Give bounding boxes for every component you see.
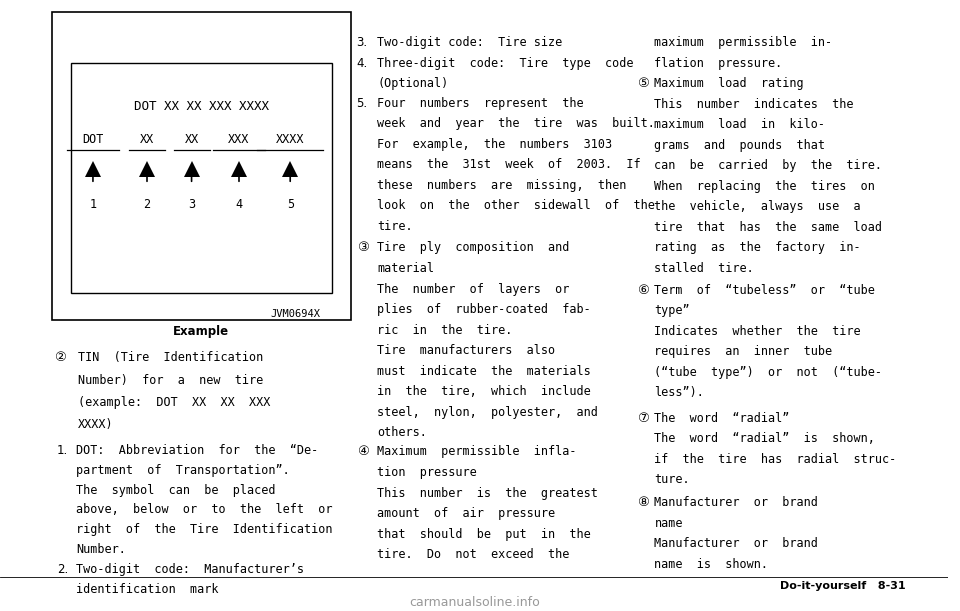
- Text: above,  below  or  to  the  left  or: above, below or to the left or: [76, 503, 332, 516]
- Text: DOT:  Abbreviation  for  the  “De-: DOT: Abbreviation for the “De-: [76, 444, 318, 456]
- Text: ⑦: ⑦: [637, 412, 649, 425]
- Text: ⑧: ⑧: [637, 496, 649, 509]
- Text: Maximum  load  rating: Maximum load rating: [655, 77, 804, 90]
- Text: name  is  shown.: name is shown.: [655, 558, 768, 571]
- Text: ②: ②: [54, 351, 66, 364]
- Text: tion  pressure: tion pressure: [377, 466, 477, 479]
- Text: For  example,  the  numbers  3103: For example, the numbers 3103: [377, 137, 612, 151]
- Text: When  replacing  the  tires  on: When replacing the tires on: [655, 180, 876, 193]
- Text: Term  of  “tubeless”  or  “tube: Term of “tubeless” or “tube: [655, 284, 876, 297]
- Text: right  of  the  Tire  Identification: right of the Tire Identification: [76, 524, 332, 536]
- Text: ④: ④: [356, 445, 369, 458]
- Text: (Optional): (Optional): [377, 77, 448, 90]
- Text: 3.: 3.: [356, 36, 368, 49]
- Text: plies  of  rubber-coated  fab-: plies of rubber-coated fab-: [377, 303, 591, 316]
- Text: tire.  Do  not  exceed  the: tire. Do not exceed the: [377, 548, 570, 561]
- Text: The  number  of  layers  or: The number of layers or: [377, 282, 570, 296]
- Text: week  and  year  the  tire  was  built.: week and year the tire was built.: [377, 117, 656, 130]
- Text: Two-digit  code:  Manufacturer’s: Two-digit code: Manufacturer’s: [76, 563, 304, 576]
- Text: 3: 3: [188, 198, 195, 211]
- Text: requires  an  inner  tube: requires an inner tube: [655, 345, 832, 358]
- Text: others.: others.: [377, 426, 427, 439]
- Text: The  word  “radial”  is  shown,: The word “radial” is shown,: [655, 432, 876, 445]
- Text: Indicates  whether  the  tire: Indicates whether the tire: [655, 325, 861, 338]
- Text: name: name: [655, 517, 683, 530]
- Text: 1.: 1.: [57, 444, 68, 456]
- Text: (example:  DOT  XX  XX  XXX: (example: DOT XX XX XXX: [78, 396, 270, 409]
- Text: DOT XX XX XXX XXXX: DOT XX XX XXX XXXX: [133, 100, 269, 112]
- Text: 5.: 5.: [356, 97, 368, 109]
- Text: grams  and  pounds  that: grams and pounds that: [655, 139, 826, 152]
- Text: Maximum  permissible  infla-: Maximum permissible infla-: [377, 445, 577, 458]
- Text: these  numbers  are  missing,  then: these numbers are missing, then: [377, 178, 627, 192]
- Text: XX: XX: [184, 133, 199, 146]
- Text: ⑥: ⑥: [637, 284, 649, 297]
- Text: DOT: DOT: [83, 133, 104, 146]
- Text: (“tube  type”)  or  not  (“tube-: (“tube type”) or not (“tube-: [655, 366, 882, 379]
- Text: means  the  31st  week  of  2003.  If: means the 31st week of 2003. If: [377, 158, 641, 171]
- Text: XX: XX: [140, 133, 155, 146]
- Text: steel,  nylon,  polyester,  and: steel, nylon, polyester, and: [377, 406, 598, 419]
- Text: The  symbol  can  be  placed: The symbol can be placed: [76, 483, 276, 497]
- Text: ⑤: ⑤: [637, 77, 649, 90]
- Text: material: material: [377, 262, 435, 275]
- Text: Two-digit code:  Tire size: Two-digit code: Tire size: [377, 36, 563, 49]
- Text: tire  that  has  the  same  load: tire that has the same load: [655, 221, 882, 234]
- Text: 1: 1: [89, 198, 97, 211]
- Text: carmanualsoline.info: carmanualsoline.info: [409, 596, 540, 609]
- Text: if  the  tire  has  radial  struc-: if the tire has radial struc-: [655, 453, 897, 466]
- Text: that  should  be  put  in  the: that should be put in the: [377, 527, 591, 541]
- Text: maximum  load  in  kilo-: maximum load in kilo-: [655, 119, 826, 131]
- Text: Four  numbers  represent  the: Four numbers represent the: [377, 97, 584, 109]
- Text: look  on  the  other  sidewall  of  the: look on the other sidewall of the: [377, 199, 656, 212]
- Text: 5: 5: [287, 198, 294, 211]
- Text: Do-it-yourself   8-31: Do-it-yourself 8-31: [780, 580, 905, 591]
- Text: Manufacturer  or  brand: Manufacturer or brand: [655, 537, 818, 551]
- Text: in  the  tire,  which  include: in the tire, which include: [377, 385, 591, 398]
- Text: can  be  carried  by  the  tire.: can be carried by the tire.: [655, 159, 882, 172]
- Text: amount  of  air  pressure: amount of air pressure: [377, 507, 556, 520]
- Text: ③: ③: [356, 241, 369, 254]
- Text: the  vehicle,  always  use  a: the vehicle, always use a: [655, 200, 861, 213]
- Text: Example: Example: [173, 325, 229, 338]
- Text: identification  mark: identification mark: [76, 583, 218, 596]
- Text: maximum  permissible  in-: maximum permissible in-: [655, 36, 832, 49]
- Text: Number.: Number.: [76, 543, 126, 556]
- Text: Tire  manufacturers  also: Tire manufacturers also: [377, 344, 556, 357]
- Text: tire.: tire.: [377, 220, 413, 233]
- Text: rating  as  the  factory  in-: rating as the factory in-: [655, 241, 861, 254]
- Text: less”).: less”).: [655, 386, 705, 400]
- Text: 4: 4: [235, 198, 243, 211]
- Text: JVM0694X: JVM0694X: [271, 309, 321, 319]
- Bar: [52, 12, 351, 320]
- Text: XXXX: XXXX: [276, 133, 304, 146]
- Text: must  indicate  the  materials: must indicate the materials: [377, 365, 591, 378]
- Text: 2.: 2.: [57, 563, 68, 576]
- Text: Number)  for  a  new  tire: Number) for a new tire: [78, 374, 263, 387]
- Text: flation  pressure.: flation pressure.: [655, 57, 782, 70]
- Text: stalled  tire.: stalled tire.: [655, 262, 755, 275]
- Text: 2: 2: [143, 198, 151, 211]
- Text: type”: type”: [655, 304, 690, 317]
- Bar: [71, 64, 332, 293]
- Text: This  number  is  the  greatest: This number is the greatest: [377, 486, 598, 500]
- Text: ture.: ture.: [655, 474, 690, 486]
- Text: partment  of  Transportation”.: partment of Transportation”.: [76, 464, 290, 477]
- Text: XXX: XXX: [228, 133, 250, 146]
- Text: 4.: 4.: [356, 57, 368, 70]
- Text: Manufacturer  or  brand: Manufacturer or brand: [655, 496, 818, 509]
- Text: ric  in  the  tire.: ric in the tire.: [377, 324, 513, 337]
- Text: Three-digit  code:  Tire  type  code: Three-digit code: Tire type code: [377, 57, 634, 70]
- Text: XXXX): XXXX): [78, 419, 113, 431]
- Text: Tire  ply  composition  and: Tire ply composition and: [377, 241, 570, 254]
- Text: The  word  “radial”: The word “radial”: [655, 412, 790, 425]
- Text: TIN  (Tire  Identification: TIN (Tire Identification: [78, 351, 263, 364]
- Text: This  number  indicates  the: This number indicates the: [655, 98, 853, 111]
